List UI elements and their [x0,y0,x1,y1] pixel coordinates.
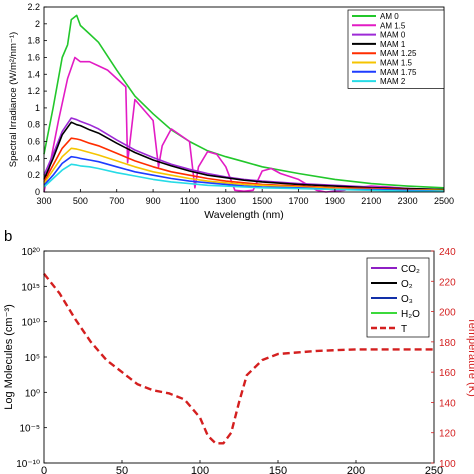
y-tick-label: 1 [35,103,40,113]
y-tick-label: 1.8 [27,36,40,46]
y-tick-label: 10¹⁵ [21,282,40,293]
legend-label-mam-2: MAM 2 [380,77,406,86]
x-tick-label: 300 [36,196,51,206]
legend-label-mam-0: MAM 0 [380,31,406,40]
panel-a: 300 500 700 900 1100 1300 1500 1700 1900 2100 2300… [8,2,454,221]
y-tick-label: 10⁻¹⁰ [16,459,40,470]
legend-label-co: CO₂ [401,264,420,275]
x-tick-label: 2300 [398,196,418,206]
legend-label-o: O₃ [401,294,413,305]
legend-label-am-0: AM 0 [380,12,399,21]
series-line-am-0 [43,14,445,189]
y-right-tick-label: 140 [439,398,456,409]
legend-label-mam-1: MAM 1 [380,40,406,49]
y-tick-label: 1.2 [27,86,40,96]
x-tick-label: 900 [146,196,161,206]
x-tick-label: 1500 [252,196,272,206]
y-right-tick-label: 220 [439,277,456,288]
y-right-tick-label: 180 [439,338,456,349]
legend-label-am-1-5: AM 1.5 [380,21,406,30]
x-tick-label: 1300 [216,196,236,206]
y-tick-label: 2 [35,19,40,29]
y-tick-label: 10²⁰ [22,247,40,258]
axes-box [43,6,445,193]
legend-box [347,9,445,89]
y-tick-label: 0.2 [27,170,40,180]
legend-label-mam-1-5: MAM 1.5 [380,59,413,68]
legend: CO₂ O₂ O₃ H₂O T [366,257,430,338]
x-tick-label: 2100 [361,196,381,206]
y-tick-label: 1.6 [27,52,40,62]
legend-label-o: O₂ [401,279,413,290]
y-tick-label: 1.4 [27,69,40,79]
y-right-tick-label: 100 [439,459,456,470]
series-line-mam-1-5 [43,147,444,192]
y-tick-label: 0.6 [27,137,40,147]
y-right-tick-label: 240 [439,247,456,258]
y-right-axis-label: Temperature (K) [466,317,474,396]
series-line-mam-1 [43,121,445,191]
y-tick-label: 10⁰ [25,388,40,399]
legend-label-mam-1-75: MAM 1.75 [380,68,417,77]
series-line-mam-1-25 [43,137,445,192]
x-tick-label: 700 [109,196,124,206]
x-tick-label: 150 [269,465,287,474]
y-axis-label: Log Molecules (cm⁻³) [3,304,15,409]
y-tick-label: 0.4 [27,153,40,163]
x-tick-label: 1900 [325,196,345,206]
y-tick-label: 10⁵ [25,353,40,364]
y-tick-label: 0 [35,187,40,197]
y-tick-label: 10¹⁰ [22,318,40,329]
y-tick-label: 10⁻⁵ [19,424,40,435]
series-line-am-1-5 [43,56,445,193]
x-tick-label: 2500 [434,196,454,206]
series-line-mam-2 [43,163,444,192]
y-right-tick-label: 200 [439,308,456,319]
legend-label-t: T [401,324,407,335]
y-tick-label: 2.2 [27,2,40,12]
x-tick-label: 100 [191,465,209,474]
panel-label: b [4,228,12,245]
x-tick-label: 500 [73,196,88,206]
y-axis-label: Spectral Irradiance (W/m²/nm⁻¹) [8,32,19,167]
x-tick-label: 1700 [289,196,309,206]
x-tick-label: 1100 [180,196,199,206]
y-tick-label: 0.8 [27,120,40,130]
x-tick-label: 200 [347,465,365,474]
x-tick-label: 50 [116,465,128,474]
y-right-tick-label: 160 [439,368,456,379]
legend-label-h-o: H₂O [401,309,420,320]
x-axis-label: Wavelength (nm) [204,209,284,221]
y-right-tick-label: 120 [439,429,456,440]
x-tick-label: 0 [41,465,47,474]
panel-b: b 0 50 100 150 200 250 10⁻¹⁰ 10⁻⁵ 10⁰ 10⁵ 10¹⁰ 10¹⁵ 1… [3,228,474,474]
legend-label-mam-1-25: MAM 1.25 [380,49,417,58]
x-tick-label: 250 [425,465,443,474]
